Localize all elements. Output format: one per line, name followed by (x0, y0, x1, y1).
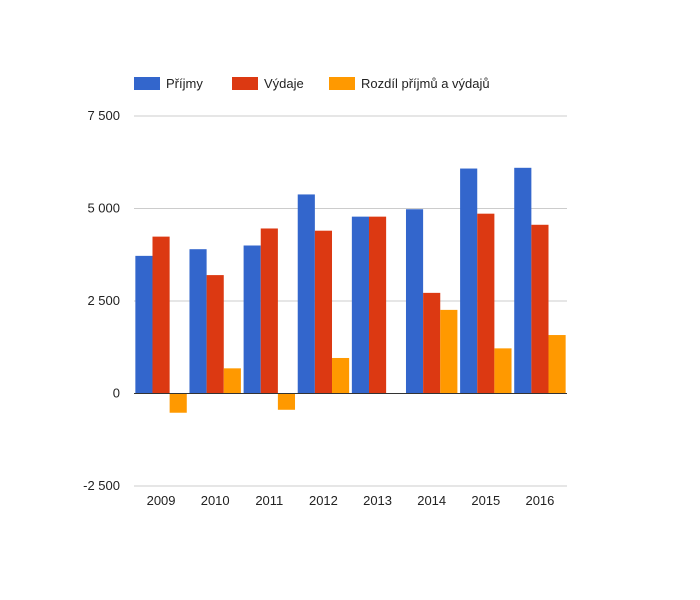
bar-series-3-2015[interactable] (494, 348, 512, 394)
bar-series-1-2014[interactable] (405, 209, 424, 394)
bar-series-3-2012[interactable] (332, 357, 350, 394)
bar-series-2-2013[interactable] (368, 216, 387, 394)
bar-series-1-2015[interactable] (460, 168, 478, 394)
legend-label-series-3[interactable]: Rozdíl příjmů a výdajů (361, 76, 490, 91)
bar-series-2-2009[interactable] (152, 236, 170, 394)
bar-series-2-2015[interactable] (477, 213, 495, 394)
x-tick-label: 2011 (255, 493, 283, 508)
x-tick-label: 2014 (417, 493, 446, 508)
bar-series-2-2010[interactable] (206, 275, 224, 394)
legend: Příjmy Výdaje Rozdíl příjmů a výdajů (134, 76, 490, 91)
legend-swatch-series-3[interactable] (329, 77, 355, 90)
bar-series-2-2011[interactable] (260, 228, 278, 394)
x-tick-label: 2013 (363, 493, 392, 508)
bar-series-3-2009[interactable] (169, 393, 187, 413)
y-axis: -2 500 0 2 500 5 000 7 500 (83, 108, 120, 493)
y-tick-label: 0 (113, 386, 120, 401)
bar-series-1-2016[interactable] (514, 167, 532, 394)
x-tick-label: 2012 (309, 493, 338, 508)
legend-label-series-1[interactable]: Příjmy (166, 76, 203, 91)
y-tick-label: 5 000 (87, 201, 120, 216)
bar-series-1-2011[interactable] (243, 245, 261, 394)
x-axis: 2009 2010 2011 2012 2013 2014 2015 2016 (147, 493, 555, 508)
legend-label-series-2[interactable]: Výdaje (264, 76, 304, 91)
x-tick-label: 2016 (525, 493, 554, 508)
bar-series-2-2016[interactable] (531, 224, 549, 394)
bar-series-2-2014[interactable] (423, 292, 441, 394)
bar-series-3-2014[interactable] (440, 309, 458, 394)
legend-swatch-series-2[interactable] (232, 77, 258, 90)
bar-series-3-2011[interactable] (277, 393, 296, 410)
bars (134, 167, 567, 413)
x-tick-label: 2015 (471, 493, 500, 508)
bar-series-3-2016[interactable] (548, 335, 566, 394)
bar-series-1-2013[interactable] (351, 216, 369, 394)
bar-series-2-2012[interactable] (314, 230, 333, 394)
bar-series-3-2010[interactable] (223, 368, 241, 394)
y-tick-label: -2 500 (83, 478, 120, 493)
legend-swatch-series-1[interactable] (134, 77, 160, 90)
x-tick-label: 2009 (147, 493, 176, 508)
bar-series-1-2012[interactable] (297, 194, 315, 394)
bar-series-1-2010[interactable] (189, 249, 207, 394)
y-tick-label: 2 500 (87, 293, 120, 308)
x-tick-label: 2010 (201, 493, 230, 508)
y-tick-label: 7 500 (87, 108, 120, 123)
bar-series-1-2009[interactable] (135, 255, 153, 394)
